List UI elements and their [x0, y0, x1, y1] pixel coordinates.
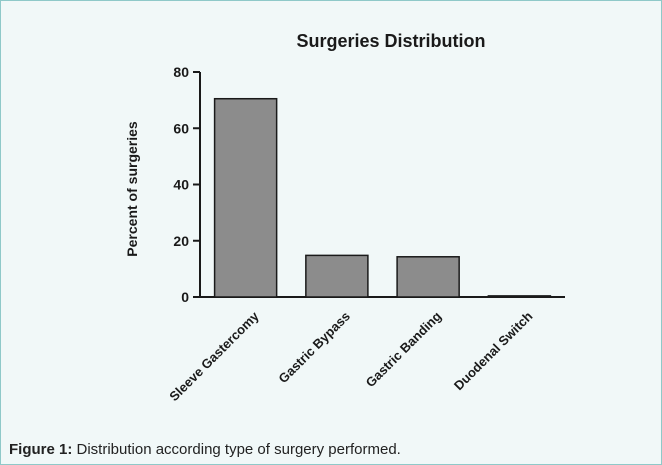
x-tick-label: Gastric Banding	[363, 308, 445, 390]
y-axis-label: Percent of surgeries	[124, 121, 140, 257]
chart-title: Surgeries Distribution	[296, 31, 485, 51]
y-tick-label: 80	[173, 64, 189, 80]
y-tick-label: 20	[173, 233, 189, 249]
caption-label: Figure 1:	[9, 441, 73, 458]
x-tick-labels: Sleeve Gastercomy Gastric Bypass Gastric B…	[166, 308, 535, 404]
bar-gastric-banding	[396, 256, 460, 298]
x-tick-label: Gastric Bypass	[275, 309, 353, 387]
bar-gastric-bypass	[305, 254, 369, 298]
y-tick-label: 60	[173, 120, 189, 136]
bars	[213, 97, 552, 298]
bar-chart: Surgeries Distribution Percent of surger…	[124, 31, 565, 404]
x-tick-label: Duodenal Switch	[451, 308, 536, 393]
caption-text: Distribution according type of surgery p…	[72, 441, 401, 458]
bar-sleeve-gastercomy	[213, 97, 278, 298]
figure-caption: Figure 1: Distribution according type of…	[9, 441, 401, 458]
y-ticks: 0 20 40 60 80	[173, 64, 200, 305]
x-tick-label: Sleeve Gastercomy	[166, 308, 262, 404]
y-tick-label: 40	[173, 177, 189, 193]
bar-duodenal-switch	[487, 295, 552, 298]
y-tick-label: 0	[181, 289, 189, 305]
